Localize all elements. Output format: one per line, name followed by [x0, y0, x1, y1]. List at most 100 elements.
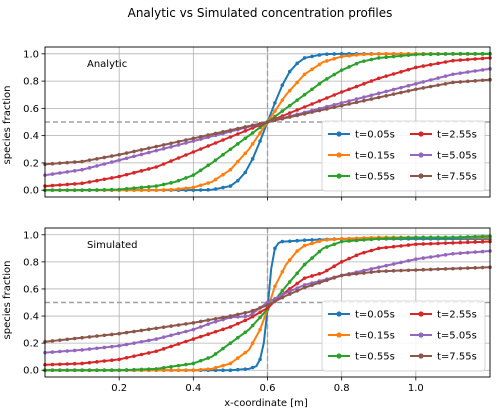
analytic-point-t=7.55s-118: [480, 78, 485, 83]
simulated-ytick-label-1: 0.2: [23, 339, 39, 350]
analytic-point-t=0.55s-18: [109, 187, 114, 192]
simulated-point-t=5.05s-38: [184, 329, 188, 334]
analytic-point-t=0.05s-48: [221, 185, 225, 190]
analytic-point-t=0.05s-76: [325, 52, 329, 56]
analytic-point-t=5.05s-90: [376, 91, 381, 96]
simulated-point-t=2.55s-4: [58, 362, 62, 367]
analytic-point-t=2.55s-86: [362, 82, 366, 86]
simulated-xtick-label-4: 1.0: [408, 383, 424, 394]
simulated-point-t=7.55s-24: [132, 329, 136, 334]
analytic-point-t=0.05s-66: [287, 69, 292, 74]
analytic-point-t=0.55s-86: [362, 59, 366, 63]
simulated-point-t=5.05s-64: [280, 293, 285, 297]
simulated-point-t=0.55s-52: [236, 335, 240, 340]
simulated-point-t=0.05s-72: [310, 238, 314, 242]
analytic-point-t=2.55s-100: [414, 65, 418, 70]
analytic-point-t=5.05s-118: [480, 68, 485, 72]
analytic-ytick-label-5: 1.0: [23, 49, 39, 60]
simulated-point-t=0.55s-12: [87, 368, 92, 373]
analytic-legend-marker-t=0.05s: [336, 131, 342, 137]
simulated-point-t=7.55s-104: [428, 267, 433, 272]
simulated-point-t=5.05s-20: [117, 344, 121, 348]
simulated-point-t=7.55s-76: [325, 278, 329, 283]
analytic-point-t=7.55s-24: [132, 149, 136, 154]
analytic-point-t=5.05s-112: [458, 71, 463, 75]
analytic-legend-label-t=2.55s: t=2.55s: [437, 130, 477, 141]
simulated-point-t=7.55s-70: [302, 285, 307, 290]
simulated-point-t=0.55s-38: [184, 362, 188, 367]
simulated-point-t=2.55s-24: [132, 354, 136, 358]
simulated-point-t=7.55s-86: [362, 271, 366, 275]
analytic-point-t=0.55s-94: [391, 54, 396, 59]
simulated-point-t=0.05s-68: [295, 238, 299, 243]
analytic-point-t=7.55s-14: [95, 157, 99, 161]
simulated-point-t=0.15s-42: [198, 367, 203, 372]
simulated-point-t=5.05s-92: [384, 263, 388, 268]
simulated-xtick-label-3: 0.8: [334, 383, 350, 394]
simulated-point-t=7.55s-62: [273, 299, 277, 304]
analytic-point-t=0.05s-70: [302, 56, 307, 60]
simulated-point-t=7.55s-50: [228, 314, 233, 318]
analytic-point-t=5.05s-108: [443, 74, 448, 78]
simulated-point-t=2.55s-114: [465, 240, 470, 245]
simulated-point-t=2.55s-98: [406, 243, 411, 247]
analytic-point-t=7.55s-16: [102, 155, 107, 160]
analytic-point-t=7.55s-44: [206, 133, 210, 137]
analytic-point-t=5.05s-96: [399, 85, 403, 90]
simulated-point-t=7.55s-116: [473, 266, 477, 270]
analytic-point-t=2.55s-36: [176, 156, 181, 160]
simulated-point-t=5.05s-4: [58, 349, 62, 354]
simulated-point-t=0.55s-86: [362, 238, 366, 242]
analytic-point-t=2.55s-74: [317, 99, 322, 103]
simulated-point-t=0.55s-68: [295, 271, 299, 276]
simulated-point-t=2.55s-108: [443, 241, 448, 245]
simulated-point-t=0.55s-22: [124, 368, 129, 372]
analytic-point-t=0.15s-28: [147, 188, 151, 192]
analytic-point-t=7.55s-4: [58, 161, 62, 165]
simulated-point-t=2.55s-30: [154, 349, 159, 354]
simulated-xtick-label-2: 0.6: [260, 383, 276, 394]
analytic-point-t=0.55s-8: [72, 188, 77, 192]
simulated-ytick-label-3: 0.6: [23, 284, 39, 295]
analytic-point-t=0.15s-74: [317, 62, 322, 67]
simulated-point-t=0.15s-62: [273, 284, 277, 289]
simulated-point-t=2.55s-12: [87, 360, 92, 365]
simulated-point-t=5.05s-118: [480, 249, 485, 254]
simulated-point-t=7.55s-14: [95, 334, 99, 338]
simulated-point-t=0.55s-116: [473, 234, 477, 239]
analytic-point-t=2.55s-98: [406, 67, 411, 72]
analytic-point-t=0.55s-4: [58, 188, 62, 192]
simulated-point-t=7.55s-74: [317, 280, 322, 285]
simulated-point-t=0.55s-118: [480, 234, 485, 239]
analytic-point-t=2.55s-10: [80, 181, 84, 186]
simulated-panel-label: Simulated: [87, 240, 138, 251]
analytic-point-t=0.55s-92: [384, 55, 388, 60]
simulated-point-t=7.55s-108: [443, 267, 448, 271]
simulated-point-t=0.55s-64: [280, 289, 285, 293]
analytic-point-t=7.55s-78: [332, 105, 337, 110]
analytic-point-t=2.55s-40: [191, 150, 196, 154]
simulated-point-t=5.05s-6: [65, 349, 70, 353]
bottom-y-axis-label: species fraction: [2, 261, 13, 340]
simulated-point-t=7.55s-90: [376, 269, 381, 274]
analytic-point-t=5.05s-102: [421, 80, 426, 84]
simulated-point-t=5.05s-26: [139, 339, 144, 344]
simulated-point-t=0.55s-74: [317, 249, 322, 254]
simulated-point-t=0.55s-44: [206, 356, 210, 360]
simulated-point-t=0.55s-14: [95, 368, 99, 373]
analytic-point-t=7.55s-72: [310, 110, 314, 114]
analytic-point-t=0.15s-40: [191, 185, 196, 190]
simulated-point-t=7.55s-40: [191, 321, 196, 325]
analytic-point-t=7.55s-2: [50, 161, 55, 166]
simulated-point-t=7.55s-118: [480, 265, 485, 270]
analytic-point-t=0.55s-40: [191, 173, 196, 177]
simulated-point-t=7.55s-56: [250, 308, 255, 313]
analytic-point-t=0.05s-58: [258, 139, 262, 143]
simulated-point-t=7.55s-68: [295, 289, 299, 293]
simulated-point-t=0.55s-110: [451, 235, 455, 240]
simulated-point-t=0.55s-30: [154, 367, 159, 371]
analytic-point-t=2.55s-2: [50, 183, 55, 188]
simulated-point-t=0.55s-66: [287, 280, 292, 284]
analytic-point-t=7.55s-30: [154, 144, 159, 149]
